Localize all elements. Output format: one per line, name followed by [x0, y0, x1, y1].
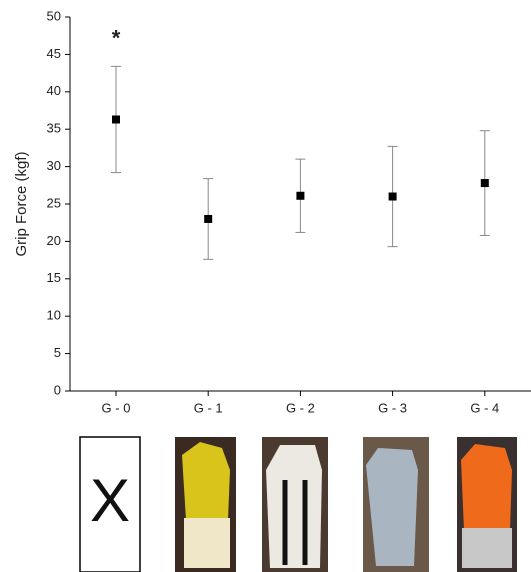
glove-shape — [366, 448, 418, 566]
marker — [296, 191, 305, 200]
y-tick-label: 45 — [47, 46, 61, 61]
y-axis-label: Grip Force (kgf) — [13, 151, 30, 256]
glove-shape — [182, 442, 230, 520]
y-tick-label: 35 — [47, 121, 61, 136]
glove-cuff — [184, 518, 230, 568]
y-tick-label: 20 — [47, 233, 61, 248]
y-tick-label: 50 — [47, 8, 61, 23]
marker — [480, 179, 489, 188]
y-tick-label: 30 — [47, 158, 61, 173]
empty-glove-box — [79, 436, 141, 572]
marker — [112, 115, 120, 124]
glove-images: X — [79, 436, 517, 572]
y-tick-label: 0 — [54, 382, 61, 397]
x-tick-label: G - 1 — [194, 400, 223, 415]
glove-cuff — [462, 528, 512, 568]
x-tick-label: G - 2 — [286, 400, 315, 415]
x-tick-label: G - 0 — [102, 400, 131, 415]
y-tick-label: 10 — [47, 308, 61, 323]
y-tick-label: 5 — [54, 345, 61, 360]
glove-shape — [461, 444, 512, 530]
y-tick-label: 15 — [47, 270, 61, 285]
x-tick-label: G - 3 — [378, 400, 407, 415]
annotation: * — [112, 26, 121, 51]
x-tick-label: G - 4 — [470, 400, 499, 415]
y-tick-label: 25 — [47, 195, 61, 210]
marker — [388, 192, 397, 201]
empty-glove-label: X — [90, 467, 130, 534]
marker — [204, 214, 213, 223]
glove-shape — [266, 445, 322, 568]
y-tick-label: 40 — [47, 83, 61, 98]
